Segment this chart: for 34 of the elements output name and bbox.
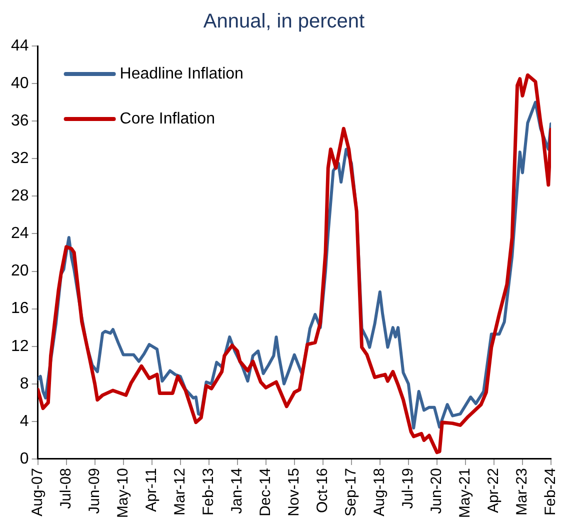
x-tick-label: May-21 bbox=[456, 468, 474, 518]
x-tick-label: Jun-20 bbox=[428, 468, 446, 514]
x-tick-label: Mar-23 bbox=[514, 468, 531, 516]
x-tick-label: Dec-14 bbox=[257, 468, 274, 516]
x-tick-label: Feb-13 bbox=[200, 468, 218, 516]
y-tick-label: 12 bbox=[11, 338, 29, 355]
x-tick-label: Oct-16 bbox=[314, 468, 332, 513]
x-tick-label: Apr-22 bbox=[485, 468, 502, 514]
y-tick-label: 0 bbox=[20, 450, 29, 468]
x-tick-label: Nov-15 bbox=[286, 468, 303, 516]
x-tick-label: Sep-17 bbox=[342, 468, 360, 516]
x-tick-label: Aug-18 bbox=[371, 468, 388, 516]
x-tick-label: Mar-12 bbox=[171, 468, 188, 516]
y-tick-label: 44 bbox=[11, 37, 29, 54]
y-tick-label: 8 bbox=[20, 375, 29, 392]
x-tick-label: Jun-09 bbox=[86, 468, 103, 514]
x-tick-label: Jan-14 bbox=[228, 468, 246, 514]
y-tick-label: 32 bbox=[11, 150, 29, 168]
x-tick-label: May-10 bbox=[114, 468, 132, 518]
legend-label: Headline Inflation bbox=[120, 65, 244, 82]
x-tick-label: Aug-07 bbox=[28, 468, 46, 516]
x-tick-label: Jul-19 bbox=[400, 468, 417, 509]
y-tick-label: 4 bbox=[20, 412, 29, 430]
y-tick-label: 36 bbox=[11, 112, 29, 130]
y-tick-label: 20 bbox=[11, 262, 29, 280]
x-tick-label: Feb-24 bbox=[542, 468, 560, 516]
y-tick-label: 28 bbox=[11, 188, 29, 205]
y-tick-label: 40 bbox=[11, 74, 29, 92]
chart-title: Annual, in percent bbox=[203, 10, 366, 33]
x-tick-label: Jul-08 bbox=[57, 468, 74, 509]
y-tick-label: 16 bbox=[11, 300, 29, 318]
legend-label: Core Inflation bbox=[120, 110, 215, 128]
y-tick-label: 24 bbox=[11, 225, 29, 242]
x-tick-label: Apr-11 bbox=[142, 468, 160, 512]
